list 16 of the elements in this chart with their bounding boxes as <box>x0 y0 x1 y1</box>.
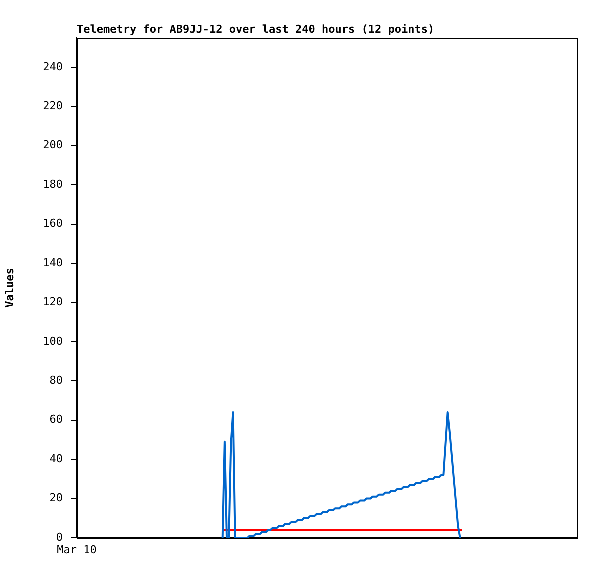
y-axis-title: Values <box>3 268 16 308</box>
y-tick-label: 180 <box>43 178 63 191</box>
y-tick-label: 120 <box>43 296 63 309</box>
y-tick-label: 200 <box>43 138 63 152</box>
y-tick-label: 0 <box>56 530 63 544</box>
y-tick-label: 140 <box>43 256 63 270</box>
y-tick-label: 220 <box>43 99 63 112</box>
y-tick-label: 100 <box>43 334 63 348</box>
chart-title: Telemetry for AB9JJ-12 over last 240 hours (12 points) <box>77 23 435 36</box>
y-tick-label: 60 <box>50 413 63 426</box>
y-tick-label: 40 <box>50 452 63 466</box>
y-tick-label: 20 <box>50 492 63 505</box>
y-tick-label: 80 <box>50 374 63 387</box>
y-tick-label: 160 <box>43 217 63 230</box>
y-tick-label: 240 <box>43 60 63 74</box>
x-tick-label: Mar 10 <box>57 543 97 556</box>
